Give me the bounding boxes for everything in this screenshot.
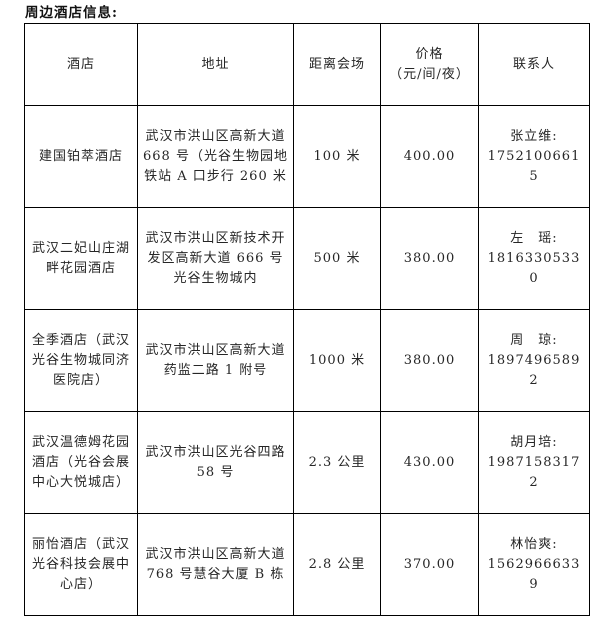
cell-contact: 张立维: 17521006615: [478, 105, 590, 208]
cell-contact: 周 琼: 18974965892: [478, 309, 590, 412]
cell-address: 武汉市洪山区高新大道药监二路 1 附号: [137, 309, 294, 412]
cell-distance: 1000 米: [293, 309, 381, 412]
table-row: 丽怡酒店（武汉光谷科技会展中心店） 武汉市洪山区高新大道 768 号慧谷大厦 B…: [24, 513, 590, 616]
cell-hotel: 全季酒店（武汉光谷生物城同济医院店）: [24, 309, 138, 412]
column-header-price: 价格 （元/间/夜）: [380, 23, 479, 106]
column-header-distance: 距离会场: [293, 23, 381, 106]
cell-hotel: 丽怡酒店（武汉光谷科技会展中心店）: [24, 513, 138, 616]
cell-contact: 胡月培: 19871583172: [478, 411, 590, 514]
cell-address: 武汉市洪山区高新大道 768 号慧谷大厦 B 栋: [137, 513, 294, 616]
cell-contact: 左 瑶: 18163305330: [478, 207, 590, 310]
cell-price: 380.00: [380, 309, 479, 412]
table-row: 武汉温德姆花园酒店（光谷会展中心大悦城店） 武汉市洪山区光谷四路 58 号 2.…: [24, 411, 590, 514]
table-row: 全季酒店（武汉光谷生物城同济医院店） 武汉市洪山区高新大道药监二路 1 附号 1…: [24, 309, 590, 412]
cell-distance: 100 米: [293, 105, 381, 208]
table-row: 武汉二妃山庄湖畔花园酒店 武汉市洪山区新技术开发区高新大道 666 号光谷生物城…: [24, 207, 590, 310]
cell-address: 武汉市洪山区新技术开发区高新大道 666 号光谷生物城内: [137, 207, 294, 310]
cell-distance: 500 米: [293, 207, 381, 310]
cell-price: 380.00: [380, 207, 479, 310]
cell-address: 武汉市洪山区光谷四路 58 号: [137, 411, 294, 514]
table-row: 建国铂萃酒店 武汉市洪山区高新大道 668 号（光谷生物园地铁站 A 口步行 2…: [24, 105, 590, 208]
hotels-table: 酒店 地址 距离会场 价格 （元/间/夜） 联系人 建国铂萃酒店 武汉市洪山区高…: [24, 23, 590, 616]
column-header-hotel: 酒店: [24, 23, 138, 106]
cell-price: 430.00: [380, 411, 479, 514]
column-header-contact: 联系人: [478, 23, 590, 106]
cell-price: 400.00: [380, 105, 479, 208]
cell-contact: 林怡爽: 15629666339: [478, 513, 590, 616]
column-header-address: 地址: [137, 23, 294, 106]
table-header-row: 酒店 地址 距离会场 价格 （元/间/夜） 联系人: [24, 23, 590, 106]
page-title: 周边酒店信息:: [25, 5, 118, 21]
cell-distance: 2.3 公里: [293, 411, 381, 514]
cell-hotel: 武汉二妃山庄湖畔花园酒店: [24, 207, 138, 310]
cell-hotel: 建国铂萃酒店: [24, 105, 138, 208]
cell-price: 370.00: [380, 513, 479, 616]
cell-hotel: 武汉温德姆花园酒店（光谷会展中心大悦城店）: [24, 411, 138, 514]
cell-address: 武汉市洪山区高新大道 668 号（光谷生物园地铁站 A 口步行 260 米: [137, 105, 294, 208]
cell-distance: 2.8 公里: [293, 513, 381, 616]
